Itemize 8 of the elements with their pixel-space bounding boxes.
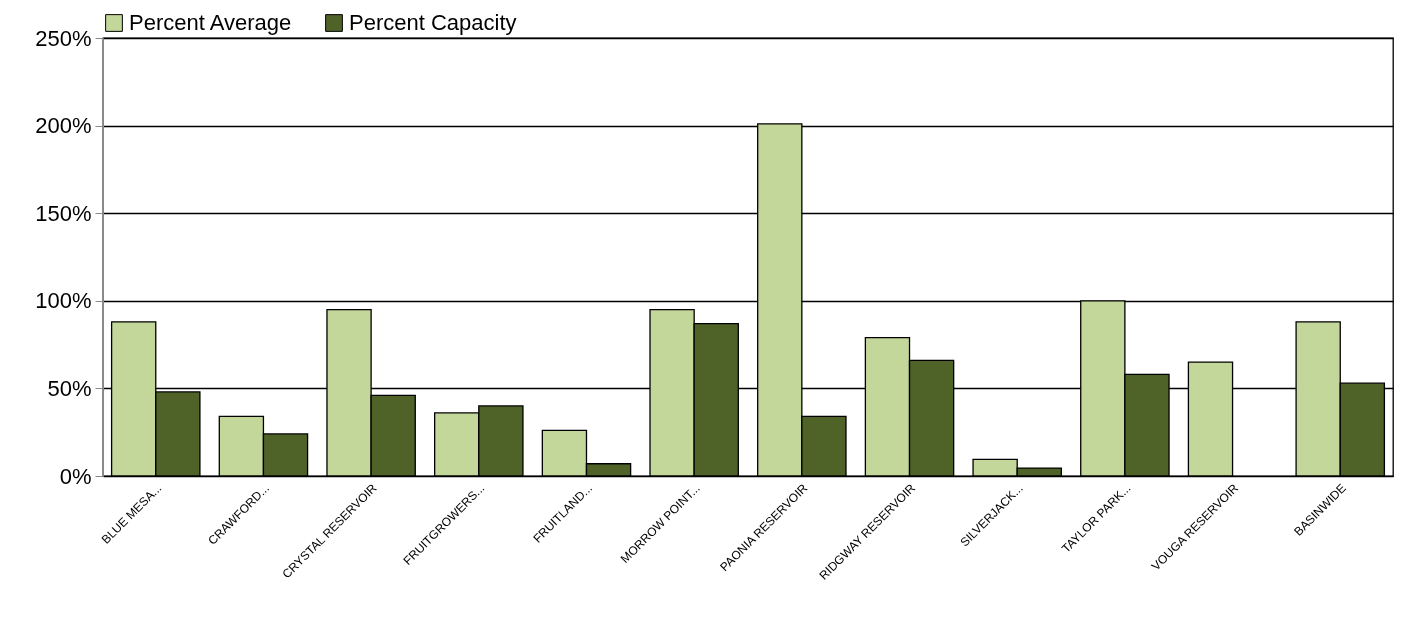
y-tick-label: 150% xyxy=(35,200,92,226)
y-tick-label: 0% xyxy=(59,463,92,489)
y-tick-label: 200% xyxy=(35,113,92,139)
legend-label: Percent Average xyxy=(129,10,292,35)
y-tick-label: 50% xyxy=(47,375,92,401)
y-tick-label: 100% xyxy=(35,288,92,314)
y-tick-label: 250% xyxy=(35,25,92,51)
legend-label: Percent Capacity xyxy=(349,10,517,35)
